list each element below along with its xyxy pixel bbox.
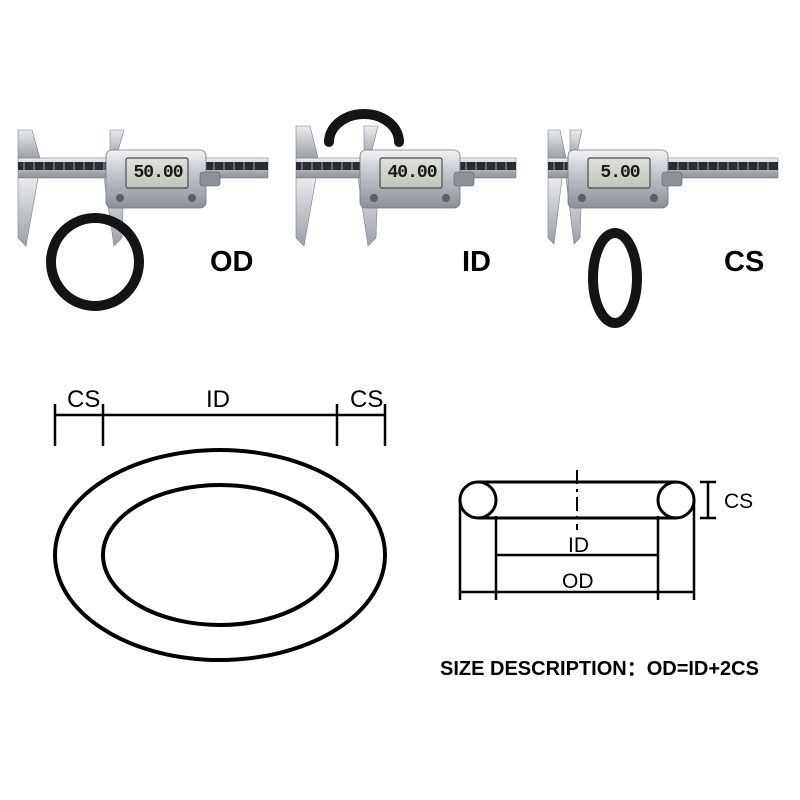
size-formula: SIZE DESCRIPTION：OD=ID+2CS: [440, 652, 759, 681]
caliper-cs-lcd: 5.00: [591, 160, 649, 186]
caliper-cs-ring: [593, 233, 637, 323]
caliper-od-label: OD: [210, 246, 254, 279]
diagram-side-od: OD: [562, 570, 594, 594]
diagram-top-cs-right: CS: [350, 386, 383, 414]
caliper-od-ring: [51, 218, 139, 306]
diagram-top-id: ID: [206, 386, 230, 414]
caliper-od-lcd: 50.00: [129, 160, 187, 186]
diagram-side-cs: CS: [724, 490, 753, 514]
caliper-cs-label: CS: [724, 246, 764, 279]
diagram-top-cs-left: CS: [67, 386, 100, 414]
diagram-side-id: ID: [568, 534, 589, 558]
caliper-od: [18, 130, 268, 246]
caliper-id-lcd: 40.00: [383, 160, 441, 186]
caliper-cs: [548, 130, 778, 244]
caliper-id-label: ID: [462, 246, 491, 279]
diagram-top-view: [0, 360, 440, 720]
oring-size-diagram: 50.00 40.00 5.00 OD ID CS CS ID CS: [0, 0, 800, 800]
